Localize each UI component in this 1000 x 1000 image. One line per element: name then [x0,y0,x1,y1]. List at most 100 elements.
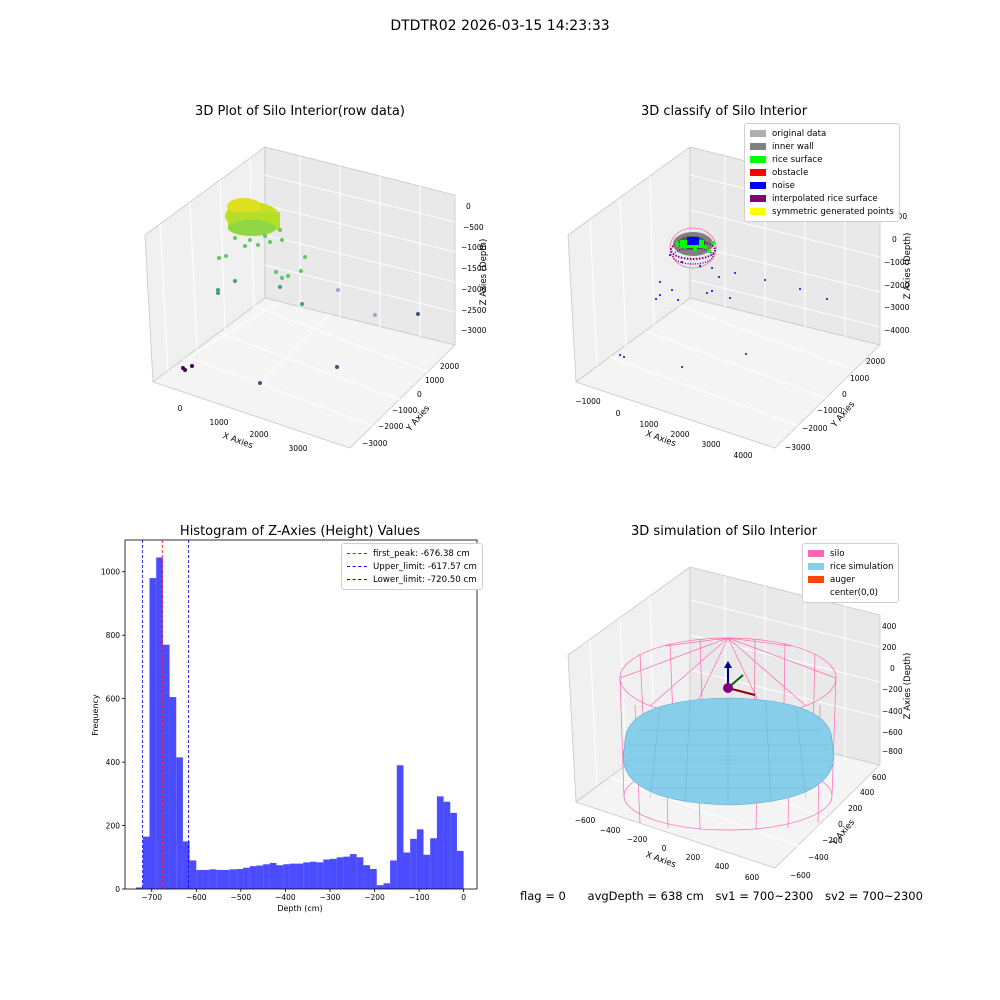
histogram-x-ticks: −700 −600 −500 −400 −300 −200 −100 0 [141,889,466,902]
x-tick-label: 0 [461,893,466,902]
svg-text:600: 600 [872,773,887,782]
svg-text:−500: −500 [463,223,484,232]
panel2-points [619,227,828,368]
svg-text:2000: 2000 [249,430,268,439]
histogram-bar [149,578,157,889]
svg-text:2000: 2000 [670,430,689,439]
panel1-raw-scatter-3d: 0 1000 2000 3000 X Axies 2000 1000 0 −10… [144,146,489,453]
histogram-bar [182,841,190,889]
histogram-bar [316,862,324,889]
svg-text:0: 0 [466,202,471,211]
panel1-x-ticks: 0 1000 2000 3000 [178,404,308,453]
x-tick-label: −200 [364,893,385,902]
panel1-axes-box [144,146,456,449]
panel1-z-ticks: 0 −500 −1000 −1500 −2000 −2500 −3000 [461,202,487,335]
svg-text:200: 200 [848,804,863,813]
svg-text:−1000: −1000 [461,243,487,252]
svg-text:−200: −200 [627,835,648,844]
histogram-y-ticks: 0 200 400 600 800 1000 [101,568,125,894]
y-tick-label: 1000 [101,568,120,577]
histogram-bar [176,757,183,889]
histogram-bar [303,862,310,889]
svg-text:−3000: −3000 [461,326,487,335]
svg-text:−400: −400 [600,826,621,835]
histogram-bar [142,836,150,889]
histogram-bar [343,856,351,889]
svg-text:−4000: −4000 [884,326,910,335]
svg-text:1000: 1000 [639,420,658,429]
legend-item-lower-limit: Lower_limit: -720.50 cm [347,573,477,586]
flag-text: flag = 0 [520,889,566,903]
histogram-bar [162,644,170,889]
histogram-bar [450,812,457,889]
y-tick-label: 600 [106,695,121,704]
legend-item-first-peak: first_peak: -676.38 cm [347,547,477,560]
svg-text:3000: 3000 [701,440,720,449]
svg-text:0: 0 [838,820,843,829]
svg-text:1000: 1000 [850,374,869,383]
histogram-bar [263,864,270,889]
panel2-zlabel: Z Axies (Depth) [903,233,913,300]
panel4-y-ticks: 600 400 200 0 −200 −400 −600 [790,773,887,880]
histogram-bar [456,850,464,889]
svg-text:−3000: −3000 [785,443,811,452]
panel2-y-ticks: 2000 1000 0 −1000 −2000 −3000 [785,357,885,452]
svg-text:1000: 1000 [209,418,228,427]
svg-text:3000: 3000 [288,444,307,453]
sv2-text: sv2 = 700~2300 [825,889,923,903]
svg-text:0: 0 [662,844,667,853]
panel4-ylabel: Y Axies [829,817,857,848]
legend-item-original-data: original data [750,127,894,140]
x-tick-label: −400 [275,893,296,902]
histogram-bar [276,865,284,889]
histogram-bar [283,864,290,889]
x-tick-label: −700 [141,893,162,902]
legend-item-inner-wall: inner wall [750,140,894,153]
svg-text:−2000: −2000 [884,281,910,290]
x-tick-label: −300 [320,893,341,902]
legend-item-rice-simulation: rice simulation [808,560,893,573]
legend-item-obstacle: obstacle [750,166,894,179]
sv1-text: sv1 = 700~2300 [715,889,814,903]
y-tick-label: 0 [115,885,120,894]
svg-text:400: 400 [882,622,897,631]
svg-text:−800: −800 [882,747,903,756]
svg-text:−2500: −2500 [461,306,487,315]
svg-text:−600: −600 [790,871,811,880]
histogram-bar [289,863,297,889]
histogram-bar [243,867,250,889]
histogram-bar [383,883,391,889]
panel1-zlabel: Z Axies (Depth) [479,239,489,306]
histogram-bar [202,869,210,889]
legend-item-auger: auger [808,573,893,586]
histogram-bar [403,852,411,889]
figure-title: DTDTR02 2026-03-15 14:23:33 [390,18,610,34]
legend-item-symmetric-generated-points: symmetric generated points [750,205,894,218]
histogram-bar [430,838,437,889]
panel4-xlabel: X Axies [644,850,677,870]
histogram-bar [256,865,264,889]
histogram-bar [309,861,317,889]
svg-text:200: 200 [882,643,897,652]
histogram-bar [396,765,404,889]
svg-text:0: 0 [892,235,897,244]
histogram-bar [209,869,217,889]
panel2-x-ticks: −1000 0 1000 2000 3000 4000 [575,397,752,460]
avg-depth-text: avgDepth = 638 cm [587,889,704,903]
svg-text:0: 0 [890,664,895,673]
legend-item-silo: silo [808,547,893,560]
y-tick-label: 400 [106,758,121,767]
legend-item-upper-limit: Upper_limit: -617.57 cm [347,560,477,573]
svg-text:−200: −200 [882,685,903,694]
svg-text:−2000: −2000 [802,424,828,433]
y-tick-label: 800 [106,631,121,640]
svg-text:0: 0 [417,390,422,399]
svg-text:−600: −600 [882,728,903,737]
svg-text:1000: 1000 [425,376,444,385]
histogram-bar [223,869,230,889]
histogram-bar [236,869,244,889]
histogram-bar [436,796,444,889]
histogram-bar [216,869,224,889]
svg-text:400: 400 [860,788,875,797]
svg-text:−2000: −2000 [378,422,404,431]
